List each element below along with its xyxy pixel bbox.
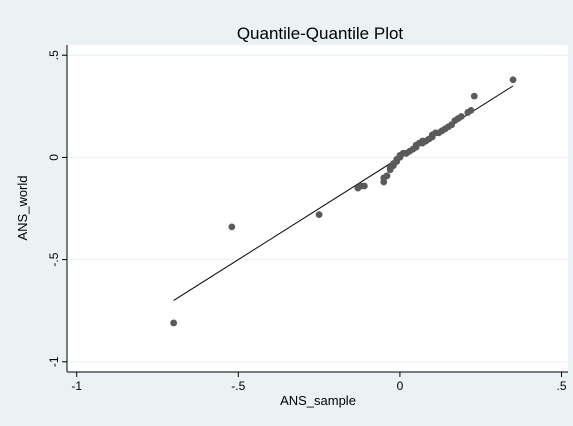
data-point: [170, 319, 178, 327]
plot-area: [67, 45, 568, 372]
y-tick-label: -.5: [47, 252, 61, 266]
data-point: [509, 76, 517, 84]
chart-title: Quantile-Quantile Plot: [237, 24, 404, 43]
data-point: [315, 211, 323, 219]
data-point: [383, 172, 391, 180]
data-point: [470, 92, 478, 100]
y-tick-label: -1: [47, 356, 61, 367]
points-layer: [170, 76, 517, 327]
data-point: [467, 107, 475, 114]
x-axis-label: ANS_sample: [280, 393, 356, 408]
data-point: [228, 223, 236, 231]
data-point: [457, 113, 465, 120]
y-tick-label: .5: [47, 50, 61, 60]
x-tick-label: .5: [557, 379, 567, 393]
x-tick-label: -.5: [231, 379, 245, 393]
data-point: [360, 182, 368, 190]
x-tick-label: 0: [397, 379, 404, 393]
grid-layer: [67, 54, 568, 363]
y-tick-label: 0: [47, 154, 61, 161]
y-axis-label: ANS_world: [15, 175, 30, 240]
axes-layer: -1 -.5 0 .5 -1 -.5 0 .5: [47, 45, 568, 393]
x-tick-label: -1: [71, 379, 82, 393]
